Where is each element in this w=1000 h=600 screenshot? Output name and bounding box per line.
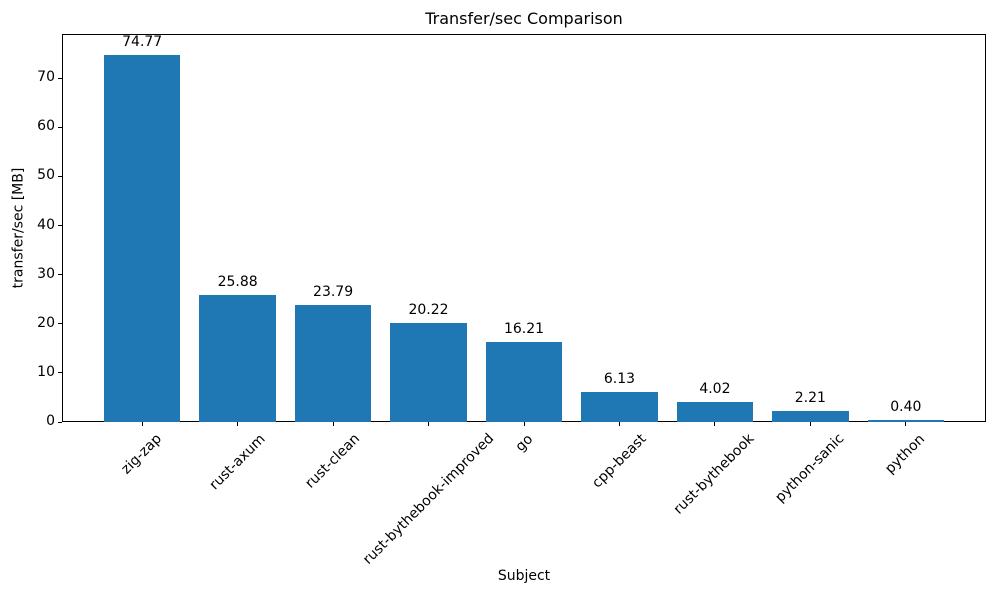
y-tick-mark [58,274,62,276]
y-tick-label: 60 [37,118,55,135]
x-tick-label: rust-clean [302,430,364,492]
y-tick-label: 0 [46,413,55,429]
bar [294,305,372,422]
y-tick-label: 50 [37,167,55,184]
bar [199,294,276,422]
x-tick-label: zig-zap [118,430,166,478]
x-tick-label: rust-bythebook [671,431,758,518]
bar-value-label: 16.21 [503,321,545,338]
y-tick-mark [58,225,62,227]
bar [676,402,754,422]
x-tick-mark [905,422,907,426]
bar-value-label: 6.13 [603,370,636,387]
x-tick-label: python [882,430,929,477]
y-tick-label: 10 [37,363,55,380]
x-tick-mark [237,422,239,426]
y-tick-mark [58,126,62,128]
y-tick-label: 40 [37,216,55,233]
x-tick-label: rust-axum [206,431,269,494]
x-tick-mark [714,422,716,426]
x-tick-label: cpp-beast [589,430,650,492]
bar-value-label: 20.22 [408,301,449,318]
x-tick-mark [809,422,811,426]
x-tick-mark [618,422,620,426]
y-tick-mark [58,77,62,79]
bar-value-label: 25.88 [217,273,258,290]
x-tick-mark [332,422,334,426]
bar [581,391,658,422]
y-tick-mark [58,372,62,374]
bar [104,54,181,422]
y-tick-label: 20 [37,314,55,331]
bar [390,322,467,422]
y-tick-mark [58,421,62,423]
x-tick-label: python-sanic [772,430,848,507]
x-tick-label: rust-bythebook-improved [359,430,497,569]
bar [867,420,944,422]
x-tick-label: go [512,430,536,455]
chart-title: Transfer/sec Comparison [425,9,623,28]
bar [485,342,563,422]
x-tick-mark [428,422,430,426]
bar [772,411,849,422]
y-tick-mark [58,175,62,177]
bar-value-label: 2.21 [794,390,826,407]
x-axis-label: Subject [497,568,551,584]
bar-value-label: 0.40 [890,399,922,416]
y-tick-label: 30 [37,265,55,282]
bar-value-label: 4.02 [699,381,731,398]
x-tick-mark [523,422,525,426]
bar-value-label: 23.79 [313,284,354,301]
y-tick-mark [58,323,62,325]
bar-value-label: 74.77 [122,33,163,50]
y-tick-label: 70 [37,69,55,86]
x-tick-mark [141,422,143,426]
